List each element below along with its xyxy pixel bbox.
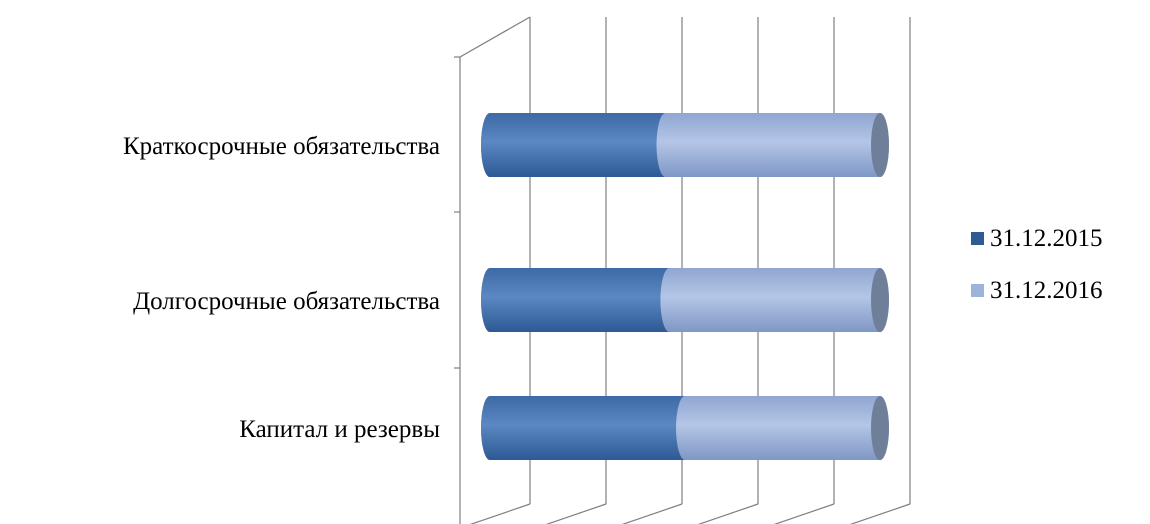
legend-swatch bbox=[971, 232, 984, 245]
legend-swatch bbox=[971, 284, 984, 297]
bar-end-cap bbox=[871, 113, 889, 177]
legend-label: 31.12.2015 bbox=[990, 225, 1103, 252]
legend: 31.12.2015 31.12.2016 bbox=[971, 225, 1103, 304]
bar-segment bbox=[481, 113, 675, 177]
bar-end-cap bbox=[871, 268, 889, 332]
bar-group bbox=[481, 396, 889, 460]
bar-segment bbox=[660, 268, 889, 332]
legend-label: 31.12.2016 bbox=[990, 277, 1103, 304]
left-wall bbox=[454, 16, 531, 524]
bar-group bbox=[481, 113, 889, 177]
bars bbox=[481, 113, 889, 460]
category-labels: Краткосрочные обязательства Долгосрочные … bbox=[123, 133, 440, 443]
legend-item: 31.12.2015 bbox=[971, 225, 1103, 252]
bar-group bbox=[481, 268, 889, 332]
bar-segment bbox=[656, 113, 889, 177]
gridline bbox=[849, 17, 911, 524]
category-label: Долгосрочные обязательства bbox=[133, 288, 440, 315]
bar-end-cap bbox=[871, 396, 889, 460]
bar-segment bbox=[481, 268, 679, 332]
legend-item: 31.12.2016 bbox=[971, 277, 1103, 304]
bar-segment bbox=[481, 396, 694, 460]
bar-segment bbox=[676, 396, 889, 460]
category-label: Краткосрочные обязательства bbox=[123, 133, 440, 160]
category-label: Капитал и резервы bbox=[239, 416, 440, 443]
